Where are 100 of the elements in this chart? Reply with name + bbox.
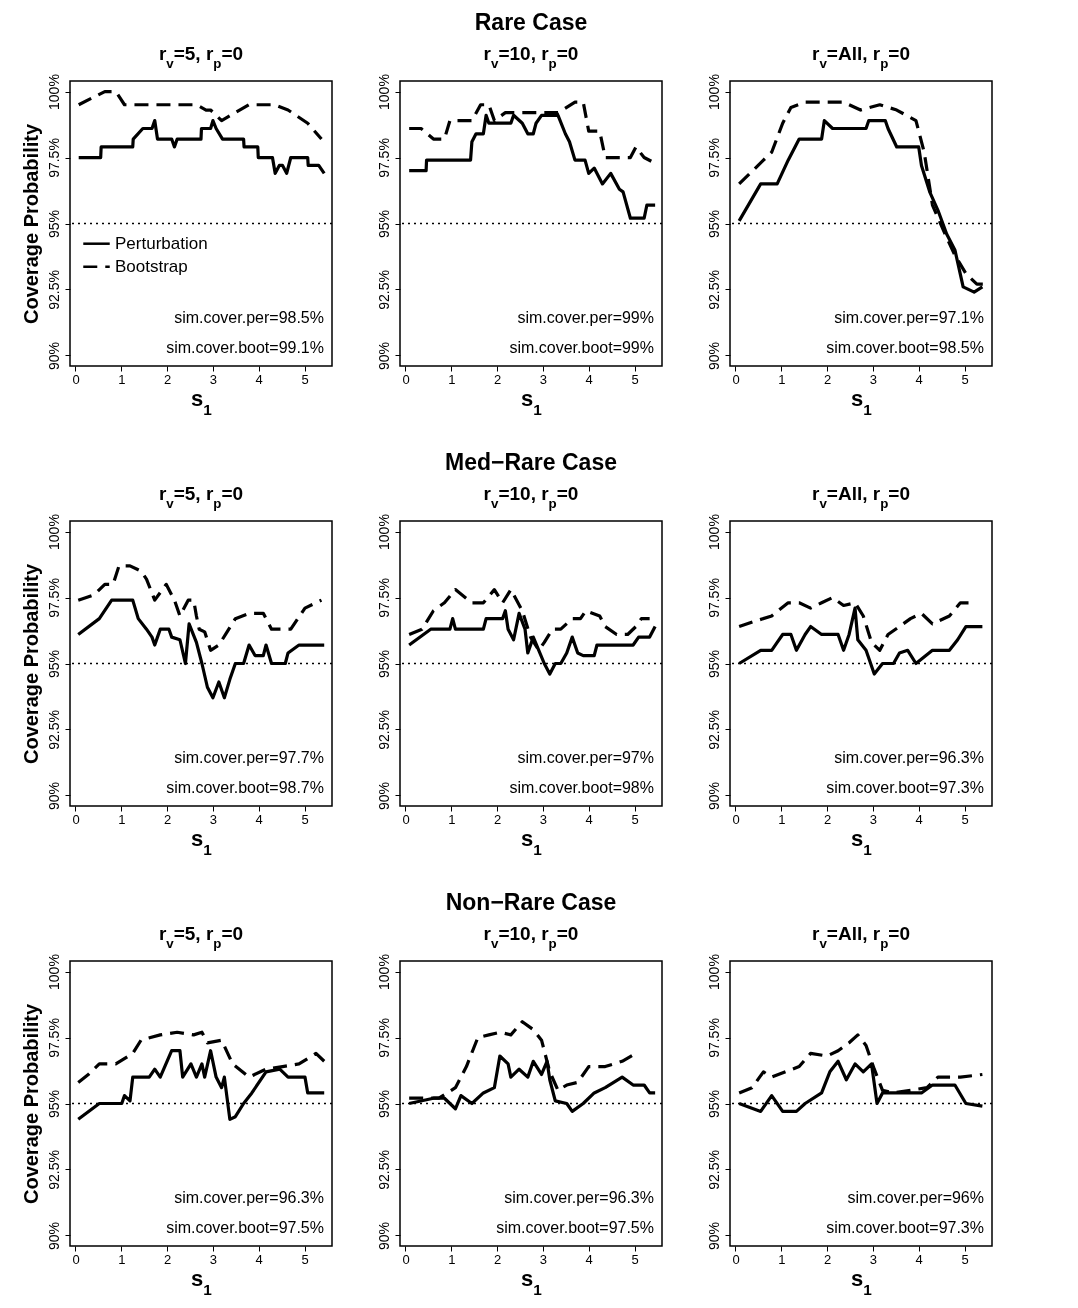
chart-title: r$_{v}$=5, r$_{p}$=0 — [158, 482, 244, 511]
x-tick-label: 2 — [823, 811, 832, 827]
y-tick-label: 97.5% — [705, 138, 722, 178]
x-axis-title: s$_{1}$ — [191, 1265, 213, 1297]
x-tick-label: 2 — [163, 811, 172, 827]
x-tick-label: 5 — [301, 1251, 309, 1267]
y-tick-label: 90% — [375, 341, 392, 370]
line-series — [76, 564, 324, 652]
x-tick-label: 2 — [823, 371, 832, 387]
chart-title: Non−Rare Case — [445, 888, 617, 915]
y-axis-title: Coverage Probability — [19, 1003, 42, 1205]
y-tick-label: 95% — [45, 1089, 62, 1119]
y-tick-label: 97.5% — [375, 1018, 392, 1058]
y-tick-label: 100% — [45, 514, 62, 550]
x-tick-label: 5 — [961, 1251, 969, 1267]
x-tick-label: 2 — [493, 371, 502, 387]
annotation: sim.cover.per=98.5% — [174, 309, 324, 326]
y-tick-label: 95% — [375, 1089, 392, 1119]
x-axis-title: s$_{1}$ — [521, 385, 543, 417]
y-tick-label: 100% — [375, 954, 392, 990]
x-axis-title: s$_{1}$ — [851, 1265, 873, 1297]
y-tick-label: 90% — [45, 341, 62, 370]
chart-title: r$_{v}$=5, r$_{p}$=0 — [158, 42, 244, 71]
y-tick-label: 100% — [45, 954, 62, 990]
annotation: sim.cover.per=96% — [847, 1189, 984, 1206]
x-tick-label: 3 — [539, 1251, 548, 1267]
x-tick-label: 0 — [402, 1251, 410, 1267]
annotation: sim.cover.boot=97.5% — [166, 1219, 324, 1236]
x-tick-label: 0 — [402, 811, 410, 827]
x-tick-label: 1 — [118, 371, 126, 387]
line-series — [77, 89, 324, 141]
x-tick-label: 5 — [961, 811, 969, 827]
annotation: sim.cover.per=97% — [517, 749, 654, 766]
x-tick-label: 5 — [631, 371, 639, 387]
y-tick-label: 92.5% — [705, 710, 722, 750]
chart-title: r$_{v}$=5, r$_{p}$=0 — [158, 922, 244, 951]
y-tick-label: 92.5% — [375, 710, 392, 750]
y-tick-label: 100% — [375, 514, 392, 550]
x-tick-label: 1 — [118, 811, 126, 827]
x-tick-label: 3 — [539, 371, 548, 387]
y-tick-label: 100% — [375, 74, 392, 110]
y-tick-label: 100% — [705, 514, 722, 550]
y-tick-label: 92.5% — [45, 1150, 62, 1190]
chart-title: r$_{v}$=All, r$_{p}$=0 — [812, 922, 910, 951]
y-tick-label: 100% — [705, 74, 722, 110]
legend-label: Perturbation — [115, 233, 208, 253]
x-tick-label: 1 — [118, 1251, 126, 1267]
x-tick-label: 2 — [163, 1251, 172, 1267]
x-tick-label: 5 — [631, 1251, 639, 1267]
x-tick-label: 5 — [961, 371, 969, 387]
y-tick-label: 100% — [705, 954, 722, 990]
y-tick-label: 95% — [45, 649, 62, 679]
y-tick-label: 90% — [705, 781, 722, 810]
x-tick-label: 5 — [301, 371, 309, 387]
y-tick-label: 95% — [45, 209, 62, 239]
x-tick-label: 2 — [823, 1251, 832, 1267]
y-tick-label: 92.5% — [705, 1150, 722, 1190]
y-tick-label: 92.5% — [375, 1150, 392, 1190]
x-axis-title: s$_{1}$ — [191, 825, 213, 857]
x-tick-label: 1 — [778, 811, 786, 827]
annotation: sim.cover.boot=97.3% — [826, 1219, 984, 1236]
x-tick-label: 2 — [163, 371, 172, 387]
x-tick-label: 2 — [493, 1251, 502, 1267]
chart-subtitle: r$_{v}$=10, r$_{p}$=0 — [483, 482, 579, 511]
annotation: sim.cover.per=96.3% — [174, 1189, 324, 1206]
x-tick-label: 3 — [209, 811, 218, 827]
y-tick-label: 90% — [705, 1221, 722, 1250]
x-tick-label: 5 — [631, 811, 639, 827]
y-tick-label: 92.5% — [705, 270, 722, 310]
chart-subtitle: r$_{v}$=10, r$_{p}$=0 — [483, 922, 579, 951]
x-tick-label: 0 — [732, 811, 740, 827]
x-tick-label: 3 — [869, 811, 878, 827]
x-axis-title: s$_{1}$ — [191, 385, 213, 417]
x-tick-label: 2 — [493, 811, 502, 827]
x-tick-label: 1 — [778, 1251, 786, 1267]
annotation: sim.cover.boot=97.5% — [496, 1219, 654, 1236]
y-tick-label: 97.5% — [705, 1018, 722, 1058]
y-tick-label: 90% — [375, 1221, 392, 1250]
x-tick-label: 5 — [301, 811, 309, 827]
annotation: sim.cover.boot=98.5% — [826, 339, 984, 356]
annotation: sim.cover.per=96.3% — [834, 749, 984, 766]
x-tick-label: 1 — [778, 371, 786, 387]
y-tick-label: 97.5% — [375, 578, 392, 618]
y-tick-label: 90% — [45, 1221, 62, 1250]
y-axis-title: Coverage Probability — [19, 123, 42, 325]
x-tick-label: 4 — [255, 811, 263, 827]
y-tick-label: 92.5% — [375, 270, 392, 310]
chart-title: Rare Case — [474, 8, 588, 35]
x-tick-label: 3 — [209, 371, 218, 387]
annotation: sim.cover.boot=98% — [509, 779, 654, 796]
annotation: sim.cover.per=96.3% — [504, 1189, 654, 1206]
y-tick-label: 97.5% — [375, 138, 392, 178]
x-tick-label: 0 — [72, 811, 80, 827]
x-tick-label: 4 — [915, 811, 923, 827]
y-tick-label: 90% — [375, 781, 392, 810]
x-axis-title: s$_{1}$ — [851, 825, 873, 857]
chart-title: Med−Rare Case — [445, 448, 617, 475]
x-tick-label: 4 — [915, 371, 923, 387]
x-axis-title: s$_{1}$ — [851, 385, 873, 417]
x-tick-label: 4 — [585, 811, 593, 827]
